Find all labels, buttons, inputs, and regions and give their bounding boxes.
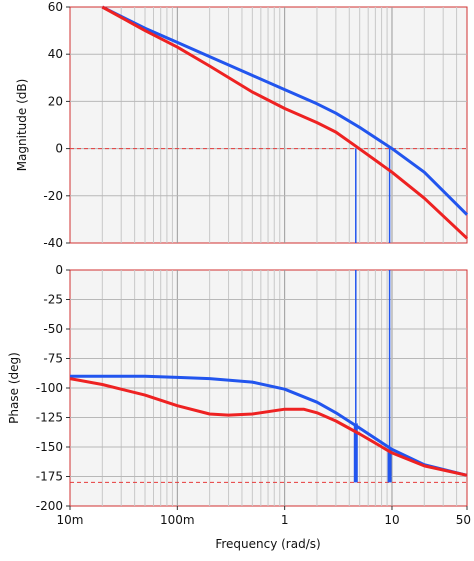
- x-tick-label: 1: [281, 513, 289, 527]
- x-tick-label: 10m: [57, 513, 84, 527]
- phase-y-tick-label: -50: [43, 322, 63, 336]
- x-tick-label: 10: [384, 513, 399, 527]
- magnitude-series-red-line: [101, 5, 469, 240]
- phase-y-axis-label: Phase (deg): [7, 352, 21, 424]
- magnitude-panel: 60 40 20 0 -20 -40 Magnitude (dB): [15, 0, 469, 250]
- x-tick-label: 50: [456, 513, 471, 527]
- magnitude-y-tick-label: -40: [43, 236, 63, 250]
- phase-series: [69, 374, 468, 477]
- phase-y-tick-label: -125: [36, 411, 63, 425]
- x-tick-label: 100m: [160, 513, 195, 527]
- phase-y-tick-label: -100: [36, 381, 63, 395]
- phase-x-ticks: 10m 100m 1 10 50: [57, 506, 471, 527]
- phase-y-tick-label: 0: [55, 263, 63, 277]
- phase-series-red-line: [69, 377, 468, 477]
- magnitude-y-tick-label: -20: [43, 189, 63, 203]
- frequency-x-axis-label: Frequency (rad/s): [215, 537, 320, 551]
- phase-y-ticks: 0 -25 -50 -75 -100 -125 -150 -175 -200: [36, 263, 70, 513]
- magnitude-series-blue-line: [101, 5, 469, 216]
- phase-y-tick-label: -200: [36, 499, 63, 513]
- phase-y-tick-label: -150: [36, 440, 63, 454]
- magnitude-y-axis-label: Magnitude (dB): [15, 79, 29, 172]
- magnitude-y-tick-label: 60: [48, 0, 63, 14]
- phase-y-tick-label: -175: [36, 470, 63, 484]
- phase-series-blue-line: [70, 374, 468, 477]
- magnitude-y-tick-label: 40: [48, 47, 63, 61]
- magnitude-y-tick-label: 20: [48, 94, 63, 108]
- phase-y-tick-label: -75: [43, 352, 63, 366]
- magnitude-crossover-markers: [355, 148, 391, 243]
- magnitude-y-ticks: 60 40 20 0 -20 -40: [43, 0, 70, 250]
- magnitude-series: [101, 5, 469, 240]
- phase-y-tick-label: -25: [43, 293, 63, 307]
- magnitude-y-tick-label: 0: [55, 142, 63, 156]
- phase-panel: 0-25-50-75-100-125-150-175-200 10m 100m 1 1…: [7, 263, 471, 551]
